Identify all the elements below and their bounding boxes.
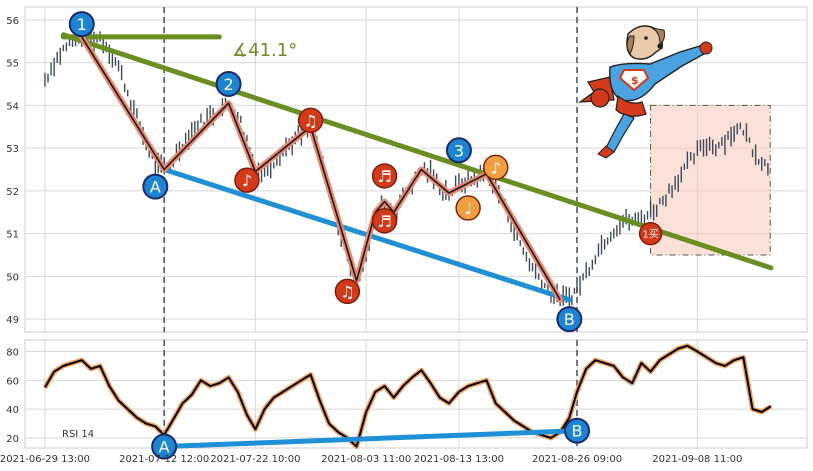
price-y-tick-label: 50 — [6, 272, 19, 283]
note-marker-symbol: ♫ — [340, 282, 354, 301]
rsi-y-tick-label: 80 — [6, 348, 19, 359]
x-tick-label: 2021-08-03 11:00 — [321, 454, 411, 465]
marker-layer: ♪ ♫ ♫ ♬ ♬ ♩ ♪ 1买 1 A 2 3 B — [68, 11, 663, 333]
rsi-y-tick-label: 60 — [6, 376, 19, 387]
price-y-tick-label: 51 — [6, 230, 19, 241]
highlight-box — [650, 104, 771, 256]
rsi-divergence-marker — [564, 417, 590, 444]
note-marker — [455, 195, 481, 221]
svg-text:$: $ — [631, 74, 639, 87]
note-marker-symbol: ♪ — [242, 171, 252, 190]
pivot-marker — [68, 11, 95, 38]
rsi-y-axis: 20 40 60 80 — [6, 348, 19, 445]
pivot-marker-label: 1 — [77, 15, 87, 34]
pivot-marker — [215, 70, 242, 97]
x-tick-label: 2021-07-22 10:00 — [210, 454, 300, 465]
rsi-marker-layer: AB — [151, 417, 590, 460]
pivot-marker-label: A — [150, 178, 161, 197]
price-y-tick-label: 54 — [6, 101, 19, 112]
pivot-marker — [556, 306, 583, 333]
note-marker-symbol: ♬ — [377, 167, 391, 186]
rsi-divergence-line — [161, 428, 580, 450]
pivot-marker — [445, 137, 472, 164]
note-marker-symbol: ♬ — [377, 212, 391, 231]
x-tick-label: 2021-08-13 13:00 — [414, 454, 504, 465]
note-marker — [483, 154, 509, 181]
rsi-divergence-marker — [151, 433, 178, 460]
pivot-marker-label: 2 — [223, 75, 233, 94]
x-tick-label: 2021-06-29 13:00 — [0, 454, 90, 465]
pivot-marker — [142, 173, 169, 200]
x-tick-label: 2021-07-12 12:00 — [119, 454, 209, 465]
price-y-tick-label: 53 — [6, 144, 19, 155]
pivot-marker-label: B — [564, 310, 575, 329]
rsi-panel-frame — [24, 339, 808, 449]
x-tick-label: 2021-08-26 09:00 — [532, 454, 622, 465]
angle-label: ∡41.1° — [232, 40, 297, 61]
price-y-tick-label: 49 — [6, 315, 19, 326]
note-marker-symbol: ♪ — [491, 158, 501, 177]
pivot-marker-label: 3 — [454, 141, 464, 160]
x-tick-label: 2021-09-08 11:00 — [652, 454, 742, 465]
buy-marker — [638, 221, 663, 246]
note-marker — [297, 107, 324, 134]
x-axis-tick-labels: 2021-06-29 13:00 2021-07-12 12:00 2021-07-… — [0, 454, 742, 465]
rsi-line-layer — [42, 343, 773, 450]
note-marker — [371, 208, 398, 234]
note-marker — [334, 278, 361, 305]
rsi-divergence-marker-label: A — [159, 438, 170, 457]
buy-marker-label: 1买 — [642, 229, 658, 241]
price-y-tick-label: 55 — [6, 59, 19, 70]
note-marker-symbol: ♩ — [464, 199, 472, 218]
highlight-box-layer — [650, 104, 771, 256]
rsi-legend-label: RSI 14 — [62, 429, 94, 440]
note-marker-symbol: ♫ — [303, 111, 317, 130]
price-y-tick-label: 52 — [6, 187, 19, 198]
price-y-axis: 49 50 51 52 53 54 55 56 — [6, 16, 19, 326]
rsi-divergence-marker-label: B — [572, 422, 583, 441]
price-y-tick-label: 56 — [6, 16, 19, 27]
note-marker — [371, 163, 398, 189]
note-marker — [234, 167, 260, 193]
rsi-y-tick-label: 40 — [6, 405, 19, 416]
rsi-line — [44, 344, 772, 448]
rsi-y-tick-label: 20 — [6, 434, 19, 445]
superhero-dog-icon: $ — [577, 25, 713, 159]
